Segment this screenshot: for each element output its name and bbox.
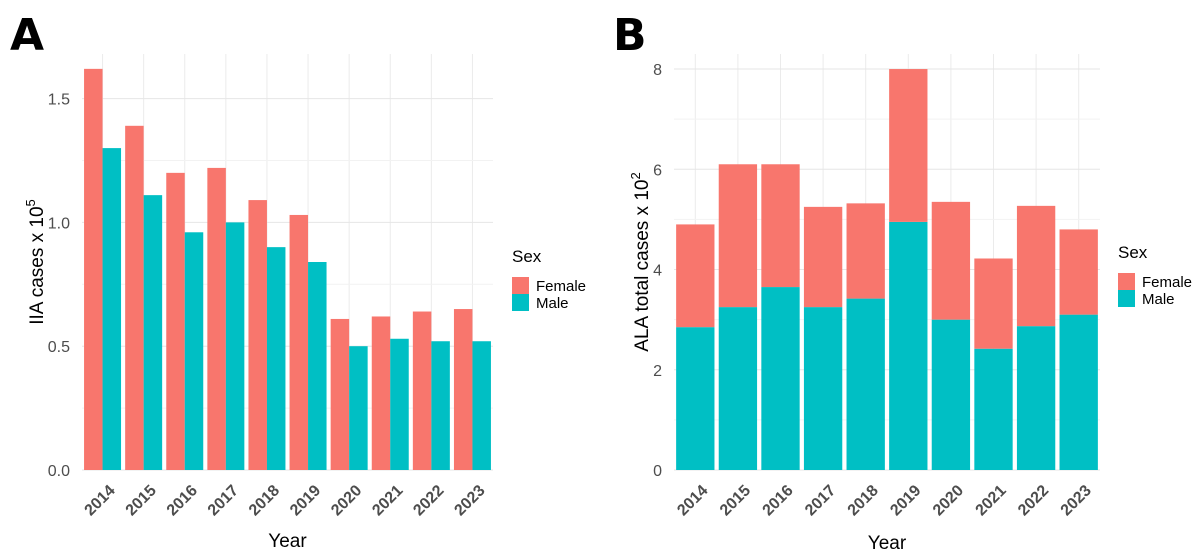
bar-male-2018 [266,247,286,470]
x-tick-label: 2020 [930,482,967,519]
x-tick-label: 2022 [410,482,447,519]
bar-male-2021 [974,348,1013,470]
x-tick-label: 2015 [123,482,160,519]
y-tick-label: 0.0 [48,463,70,480]
x-tick-label: 2014 [82,482,119,519]
bar-female-2014 [676,224,715,328]
bar-male-2015 [143,195,163,470]
bar-female-2023 [453,309,473,470]
bar-male-2015 [718,307,758,470]
x-tick-label: 2023 [451,482,488,519]
bars [676,69,1098,470]
x-tick-label: 2023 [1058,482,1095,519]
bar-female-2020 [330,318,350,470]
bar-female-2018 [248,200,267,470]
y-tick-label: 8 [653,62,662,79]
legend-label-female: Female [1142,274,1192,291]
x-tick-label: 2016 [164,482,201,519]
legend-title: Sex [1118,243,1148,262]
y-tick-label: 0 [653,463,662,480]
chart-a-iia-cases: 0.0 0.5 1.0 1.5 2014 2015 2016 2017 2018 2019 2020… [23,54,586,552]
x-tick-label: 2017 [205,482,242,519]
x-tick-label: 2019 [887,482,924,519]
bar-female-2019 [289,214,309,470]
y-tick-label: 6 [653,162,662,179]
bar-female-2023 [1059,229,1098,315]
bar-male-2022 [431,341,450,470]
y-axis-label-exponent: 2 [628,172,643,179]
x-tick-label: 2015 [717,482,754,519]
x-tick-label: 2016 [759,482,796,519]
y-tick-label: 1.0 [48,215,70,232]
y-tick-label: 4 [653,263,662,280]
x-tick-label: 2020 [328,482,365,519]
bar-female-2018 [846,203,885,299]
x-axis-label: Year [268,531,307,552]
y-axis-label-text: IIA cases x 10 [27,206,48,324]
bar-male-2021 [390,338,409,470]
legend-key-female [512,277,529,294]
bar-male-2018 [846,298,885,470]
bars [84,68,491,471]
bar-male-2017 [225,222,245,470]
bar-male-2020 [349,346,368,470]
y-tick-label: 2 [653,363,662,380]
bar-female-2017 [803,206,843,308]
x-axis-label: Year [868,533,907,553]
x-tick-label: 2018 [845,482,882,519]
x-tick-label: 2021 [972,482,1009,519]
bar-male-2016 [761,287,800,470]
bar-male-2022 [1016,326,1056,470]
bar-male-2023 [472,341,491,470]
bar-female-2022 [412,311,432,470]
bar-male-2019 [889,221,928,470]
y-axis-label-text: ALA total cases x 10 [632,180,653,352]
legend-title: Sex [512,247,542,266]
legend-key-female [1118,273,1135,290]
legend-label-male: Male [536,295,569,312]
bar-male-2014 [102,148,122,470]
y-axis-label: IIA cases x 105 [23,199,48,325]
bar-female-2020 [931,201,971,320]
bar-male-2016 [184,232,204,470]
x-tick-label: 2018 [246,482,283,519]
legend-key-male [1118,290,1135,307]
x-tick-label: 2017 [802,482,839,519]
legend-label-male: Male [1142,291,1175,308]
bar-male-2014 [676,327,715,470]
y-tick-label: 0.5 [48,339,70,356]
bar-male-2020 [931,319,971,470]
bar-male-2017 [803,307,843,470]
bar-female-2017 [207,167,226,470]
x-tick-label: 2021 [369,482,406,519]
y-axis-label: ALA total cases x 102 [628,172,653,351]
panel-letter-b: B [613,10,647,61]
legend-label-female: Female [536,278,586,295]
y-axis-label-exponent: 5 [23,199,38,206]
panel-letter-a: A [10,10,45,61]
bar-female-2016 [166,172,185,470]
bar-male-2023 [1059,314,1098,470]
bar-female-2015 [718,164,758,308]
bar-female-2015 [125,125,144,471]
bar-female-2021 [974,258,1013,349]
bar-female-2021 [371,316,391,470]
bar-female-2016 [761,164,800,288]
bar-female-2014 [84,68,103,470]
x-tick-label: 2014 [674,482,711,519]
legend-key-male [512,294,529,311]
bar-female-2022 [1016,205,1056,327]
x-tick-label: 2022 [1015,482,1052,519]
bar-female-2019 [889,69,928,222]
bar-male-2019 [308,262,327,470]
x-tick-label: 2019 [287,482,324,519]
y-tick-label: 1.5 [48,92,70,109]
